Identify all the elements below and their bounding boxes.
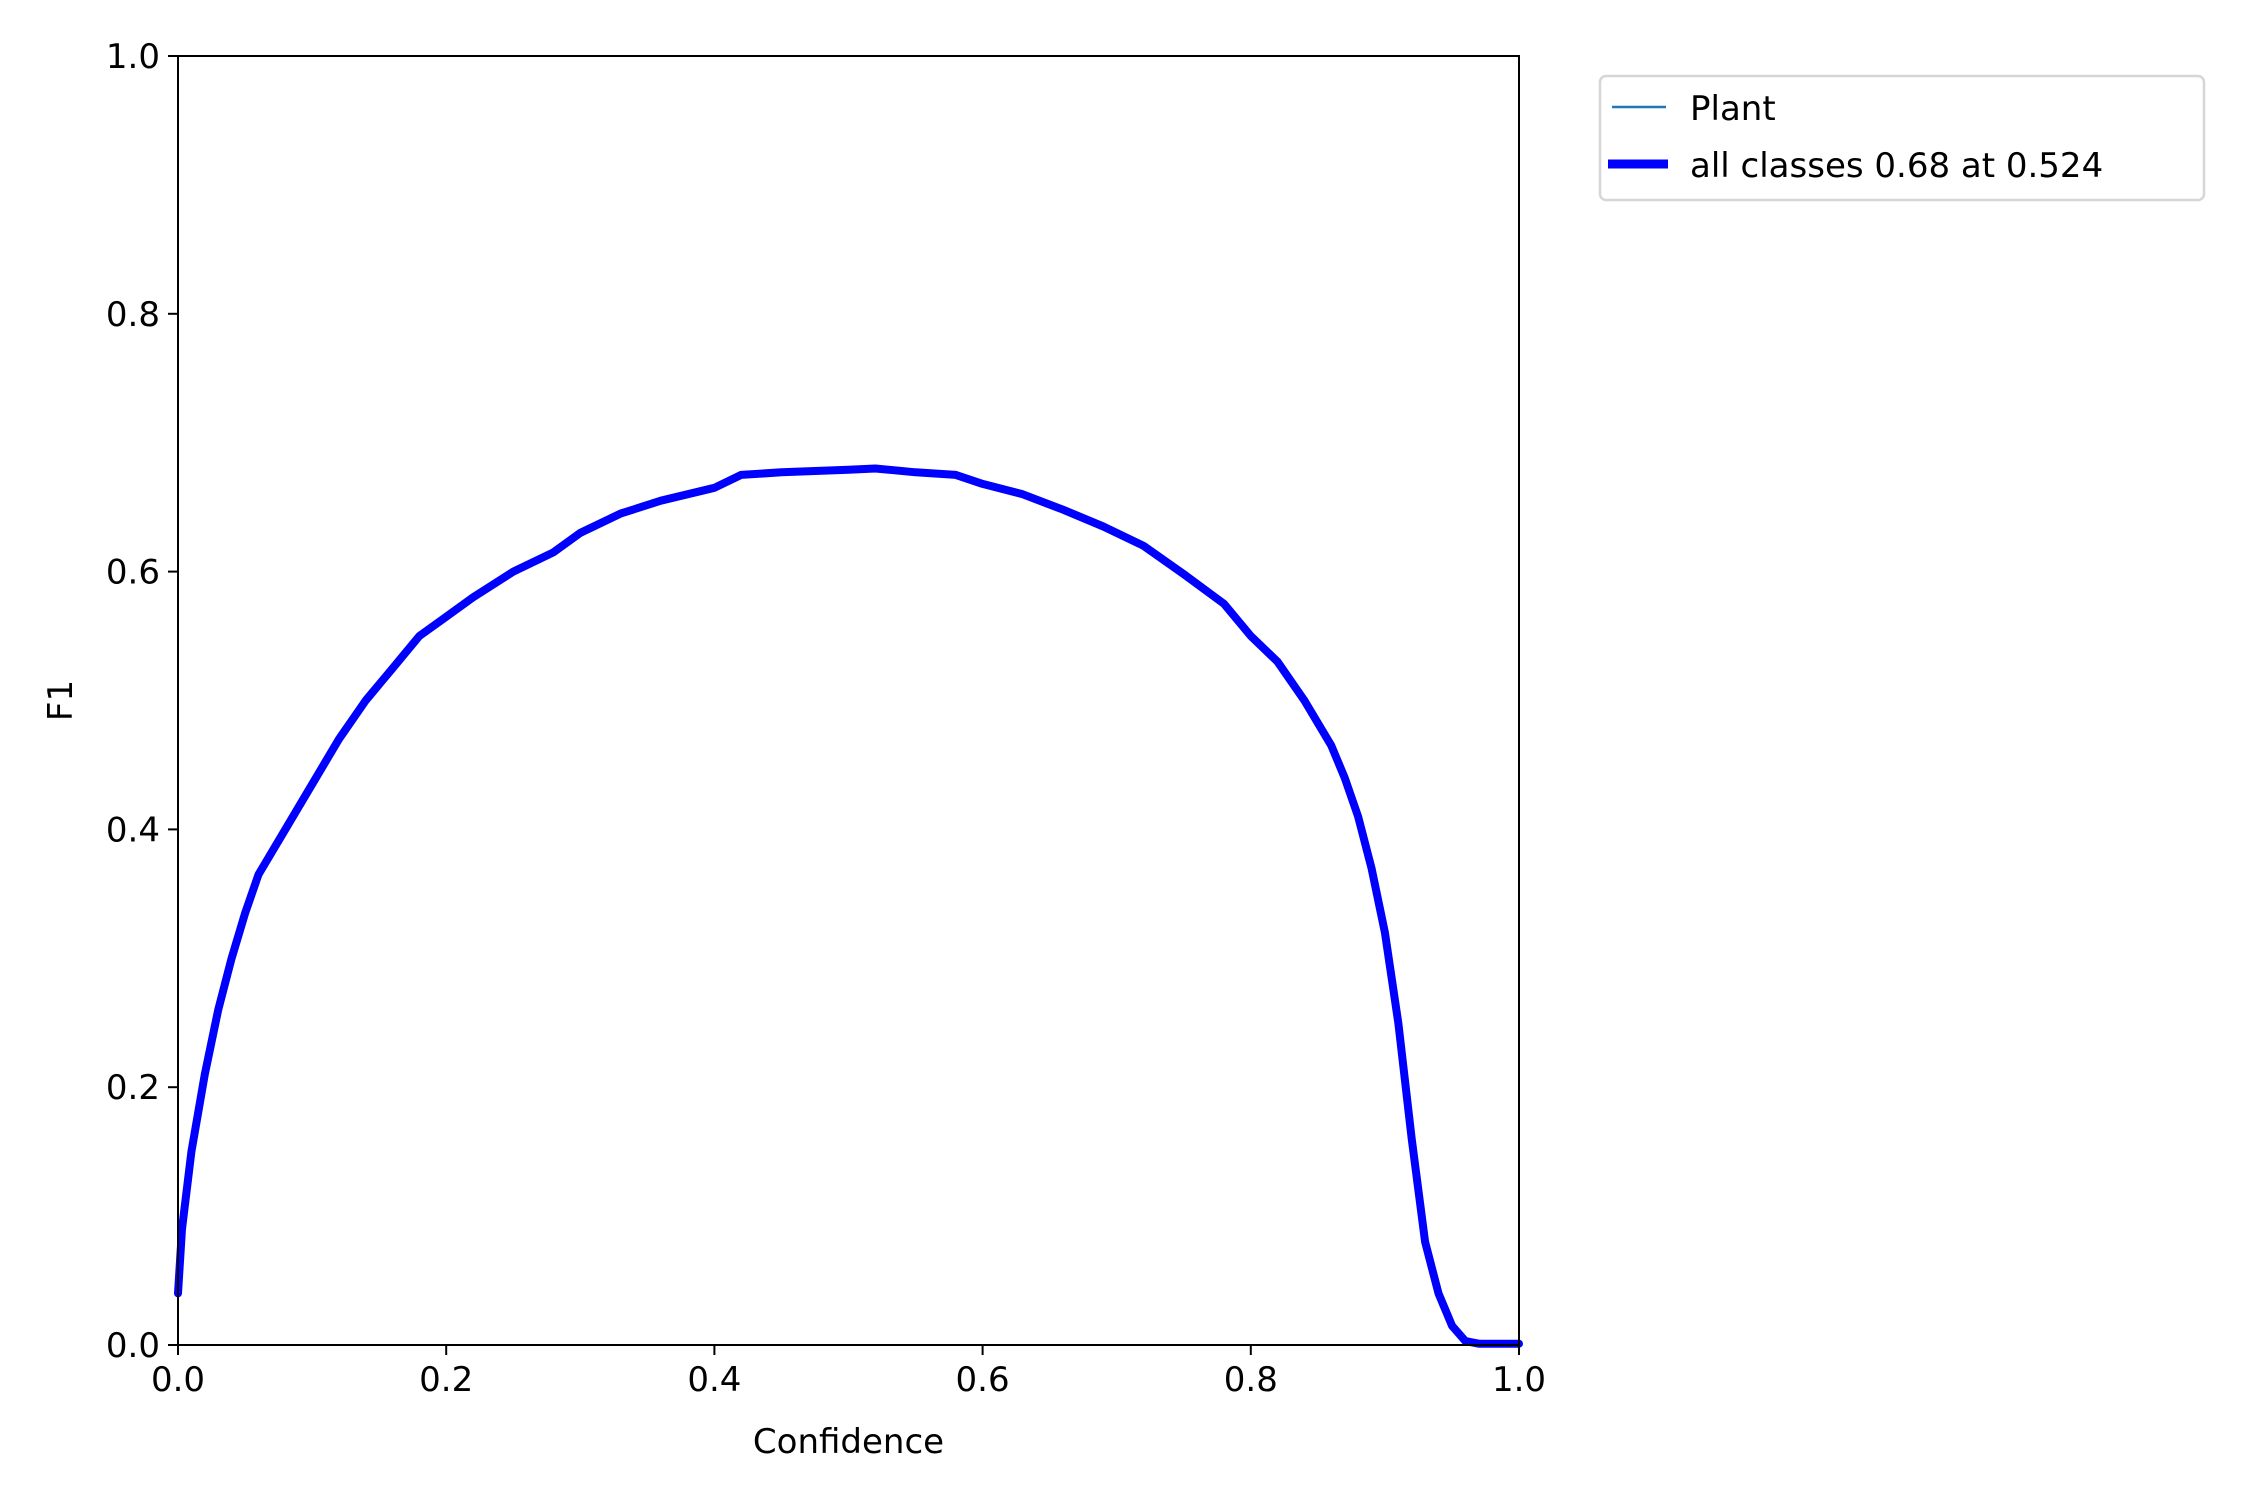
y-axis-label: F1 xyxy=(41,680,81,721)
x-tick-label: 0.8 xyxy=(1224,1360,1278,1400)
legend-label-plant: Plant xyxy=(1690,89,1776,129)
series-line-plant xyxy=(176,467,1521,1345)
series-layer xyxy=(174,464,1523,1348)
legend-label-all-classes: all classes 0.68 at 0.524 xyxy=(1690,146,2103,186)
legend-frame xyxy=(1598,74,2206,202)
x-axis-ticks: 0.0 0.2 0.4 0.6 0.8 1.0 xyxy=(151,1345,1546,1400)
y-tick-label: 0.4 xyxy=(106,810,160,850)
x-tick-label: 0.4 xyxy=(687,1360,741,1400)
y-tick-label: 0.6 xyxy=(106,553,160,593)
x-tick-label: 0.6 xyxy=(956,1360,1010,1400)
series-line-all-classes xyxy=(174,464,1523,1348)
x-tick-label: 0.0 xyxy=(151,1360,205,1400)
y-tick-label: 0.0 xyxy=(106,1326,160,1366)
y-tick-label: 1.0 xyxy=(106,37,160,77)
y-axis-ticks: 0.0 0.2 0.4 0.6 0.8 1.0 xyxy=(106,37,178,1366)
y-tick-label: 0.2 xyxy=(106,1068,160,1108)
x-tick-label: 1.0 xyxy=(1492,1360,1546,1400)
plot-area-frame xyxy=(177,55,1520,1346)
x-tick-label: 0.2 xyxy=(419,1360,473,1400)
legend: Plant all classes 0.68 at 0.524 xyxy=(1598,74,2206,202)
y-tick-label: 0.8 xyxy=(106,295,160,335)
x-axis-label: Confidence xyxy=(753,1422,944,1462)
